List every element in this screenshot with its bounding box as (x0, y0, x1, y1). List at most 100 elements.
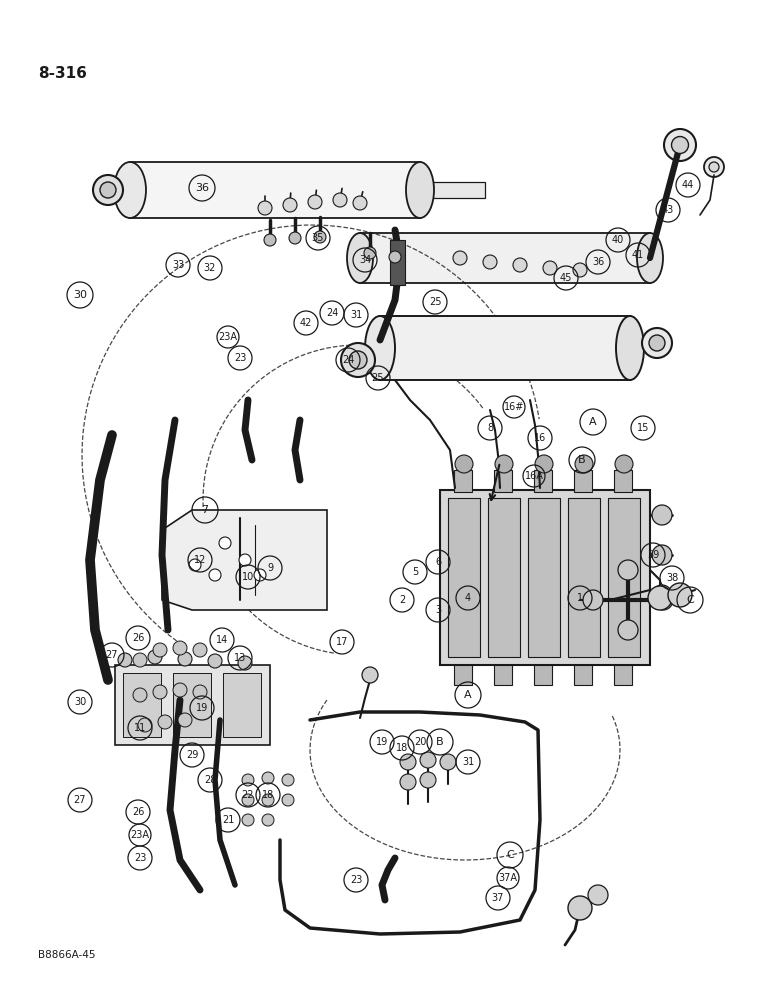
Bar (534, 470, 552, 492)
Text: 3: 3 (435, 605, 441, 615)
Text: 23: 23 (350, 875, 362, 885)
Circle shape (308, 195, 322, 209)
Circle shape (283, 198, 297, 212)
Circle shape (254, 569, 266, 581)
Circle shape (652, 505, 672, 525)
Text: 7: 7 (201, 505, 208, 515)
Circle shape (513, 258, 527, 272)
Text: 27: 27 (74, 795, 86, 805)
Ellipse shape (406, 162, 434, 218)
Text: 39: 39 (647, 550, 659, 560)
Text: 23: 23 (234, 353, 246, 363)
Bar (448, 498, 480, 657)
Circle shape (133, 653, 147, 667)
Ellipse shape (637, 233, 663, 283)
Circle shape (618, 620, 638, 640)
Text: 29: 29 (186, 750, 198, 760)
Text: 30: 30 (74, 697, 86, 707)
Circle shape (138, 718, 152, 732)
Circle shape (242, 814, 254, 826)
Circle shape (353, 196, 367, 210)
Text: 36: 36 (195, 183, 209, 193)
Text: 37: 37 (492, 893, 504, 903)
Circle shape (208, 654, 222, 668)
Text: 15: 15 (637, 423, 649, 433)
Text: 14: 14 (216, 635, 228, 645)
Text: 4: 4 (465, 593, 471, 603)
Circle shape (668, 583, 692, 607)
Text: 6: 6 (435, 557, 441, 567)
Text: 2: 2 (399, 595, 405, 605)
Circle shape (173, 641, 187, 655)
Circle shape (615, 455, 633, 473)
Circle shape (535, 455, 553, 473)
Circle shape (282, 794, 294, 806)
Bar (608, 498, 640, 657)
Text: 12: 12 (194, 555, 206, 565)
Ellipse shape (114, 162, 146, 218)
Bar (440, 490, 650, 665)
Ellipse shape (649, 335, 665, 351)
Circle shape (575, 455, 593, 473)
Bar (380, 316, 630, 380)
Bar (534, 665, 552, 685)
Ellipse shape (616, 316, 644, 380)
Text: 41: 41 (631, 250, 644, 260)
Bar (528, 498, 560, 657)
Text: 33: 33 (172, 260, 185, 270)
Circle shape (238, 656, 252, 670)
Bar (494, 665, 512, 685)
Bar (568, 498, 600, 657)
Polygon shape (162, 510, 327, 610)
Circle shape (653, 590, 673, 610)
Text: 23A: 23A (218, 332, 238, 342)
Circle shape (618, 560, 638, 580)
Circle shape (239, 554, 251, 566)
Circle shape (189, 559, 201, 571)
Bar (574, 470, 592, 492)
Text: 16: 16 (534, 433, 546, 443)
Circle shape (193, 643, 207, 657)
Circle shape (543, 261, 557, 275)
Circle shape (400, 754, 416, 770)
Ellipse shape (672, 136, 689, 153)
Circle shape (652, 585, 672, 605)
Circle shape (178, 713, 192, 727)
Circle shape (264, 234, 276, 246)
Circle shape (314, 231, 326, 243)
Bar (454, 470, 472, 492)
Circle shape (258, 201, 272, 215)
Bar (115, 665, 270, 745)
Text: B8866A-45: B8866A-45 (38, 950, 96, 960)
Text: 8-316: 8-316 (38, 66, 87, 81)
Text: 45: 45 (560, 273, 572, 283)
Circle shape (455, 455, 473, 473)
Ellipse shape (642, 328, 672, 358)
Text: B: B (578, 455, 586, 465)
Text: 19: 19 (196, 703, 208, 713)
Circle shape (453, 251, 467, 265)
Ellipse shape (347, 233, 373, 283)
Text: 23: 23 (134, 853, 146, 863)
Ellipse shape (709, 162, 719, 172)
Text: 38: 38 (666, 573, 678, 583)
Bar (223, 673, 261, 737)
Text: 5: 5 (412, 567, 418, 577)
Text: 25: 25 (372, 373, 384, 383)
Text: 16#: 16# (504, 402, 524, 412)
Circle shape (333, 193, 347, 207)
Circle shape (133, 688, 147, 702)
Circle shape (242, 774, 254, 786)
Circle shape (193, 685, 207, 699)
Ellipse shape (664, 129, 696, 161)
Circle shape (153, 685, 167, 699)
Text: C: C (506, 850, 514, 860)
Text: 26: 26 (132, 633, 144, 643)
Circle shape (173, 683, 187, 697)
Circle shape (219, 537, 231, 549)
Bar (488, 498, 520, 657)
Ellipse shape (100, 182, 116, 198)
Text: 10: 10 (242, 572, 254, 582)
Bar (494, 470, 512, 492)
Text: 26: 26 (132, 807, 144, 817)
